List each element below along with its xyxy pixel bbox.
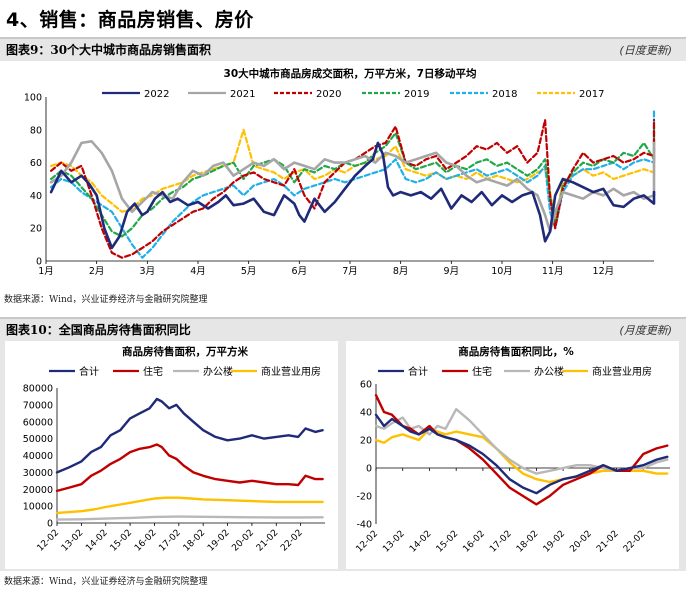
x-tick-label: 18-02 (182, 528, 208, 554)
fig9-title: 图表9：30个大中城市商品房销售面积 (6, 43, 212, 57)
x-tick-label: 2月 (89, 266, 105, 277)
fig10-update-frequency: (月度更新) (619, 324, 672, 337)
x-tick-label: 19-02 (206, 528, 232, 554)
x-tick-label: 15-02 (109, 528, 135, 554)
x-tick-label: 1月 (38, 266, 54, 277)
fig10-title: 图表10：全国商品房待售面积同比 (6, 323, 191, 337)
chart-title: 商品房待售面积同比，% (458, 345, 574, 358)
x-tick-label: 13-02 (381, 529, 407, 555)
x-tick-label: 9月 (444, 266, 460, 277)
legend-label-2022: 2022 (144, 89, 169, 100)
x-tick-label: 14-02 (408, 529, 434, 555)
series-line-办公楼 (374, 407, 669, 475)
legend-label-2020: 2020 (316, 89, 341, 100)
legend-label-2019: 2019 (404, 89, 429, 100)
fig9-source: 数据来源：Wind，兴业证券经济与金融研究院整理 (4, 295, 208, 305)
x-tick-label: 16-02 (133, 528, 159, 554)
x-tick-label: 19-02 (542, 529, 568, 555)
x-tick-label: 21-02 (595, 529, 621, 555)
x-tick-label: 12-02 (36, 528, 62, 554)
y-tick-label: 50000 (23, 434, 53, 445)
series-line-商业营业用房 (374, 427, 669, 484)
y-tick-label: 80 (30, 125, 42, 136)
fig10-header: 图表10：全国商品房待售面积同比 (月度更新) (0, 317, 686, 341)
x-tick-label: 8月 (393, 266, 409, 277)
legend-label-办公楼: 办公楼 (534, 365, 564, 378)
y-tick-label: 70000 (23, 400, 53, 411)
x-tick-label: 4月 (190, 266, 206, 277)
legend-label-2018: 2018 (492, 89, 517, 100)
x-tick-label: 5月 (241, 266, 257, 277)
series-line-2022 (49, 141, 656, 250)
y-tick-label: 40000 (23, 451, 53, 462)
series-line-合计 (55, 397, 324, 474)
x-tick-label: 17-02 (157, 528, 183, 554)
x-tick-label: 7月 (342, 266, 358, 277)
legend-label-住宅: 住宅 (472, 365, 492, 378)
y-tick-label: 20000 (23, 485, 53, 496)
y-tick-label: 60 (360, 380, 372, 391)
series-line-住宅 (55, 443, 324, 493)
x-tick-label: 22-02 (622, 529, 648, 555)
chart-inventory-yoy: 商品房待售面积同比，% 合计 住宅 办公楼 商业营业用房 -40 -20 0 20 40 60 12-… (346, 341, 679, 569)
x-tick-label: 12-02 (355, 529, 381, 555)
legend-label-2017: 2017 (579, 89, 604, 100)
y-tick-label: -40 (356, 520, 372, 531)
x-tick-label: 12月 (593, 266, 615, 277)
fig9-update-frequency: (日度更新) (619, 44, 672, 57)
y-tick-label: 30000 (23, 468, 53, 479)
legend-label-商业营业用房: 商业营业用房 (261, 365, 321, 378)
x-tick-label: 10月 (491, 266, 513, 277)
section-title: 4、销售：商品房销售、房价 (6, 9, 254, 31)
x-tick-label: 14-02 (84, 528, 110, 554)
y-tick-label: 20 (360, 436, 372, 447)
y-tick-label: 60000 (23, 417, 53, 428)
legend-label-商业营业用房: 商业营业用房 (592, 365, 652, 378)
legend-label-合计: 合计 (79, 365, 99, 378)
y-tick-label: 100 (24, 93, 42, 104)
series-line-2020 (49, 118, 656, 259)
fig10-source: 数据来源：Wind，兴业证券经济与金融研究院整理 (4, 577, 208, 587)
series-line-商业营业用房 (55, 496, 324, 515)
legend-label-合计: 合计 (408, 365, 428, 378)
y-tick-label: 0 (47, 519, 53, 530)
y-tick-label: 60 (30, 158, 42, 169)
x-tick-label: 15-02 (435, 529, 461, 555)
x-tick-label: 17-02 (488, 529, 514, 555)
legend-label-办公楼: 办公楼 (203, 365, 233, 378)
x-tick-label: 22-02 (279, 528, 305, 554)
x-tick-label: 21-02 (255, 528, 281, 554)
x-tick-label: 18-02 (515, 529, 541, 555)
y-tick-label: 40 (30, 191, 42, 202)
x-tick-label: 3月 (140, 266, 156, 277)
legend-label-住宅: 住宅 (143, 365, 163, 378)
y-tick-label: 40 (360, 408, 372, 419)
fig9-header: 图表9：30个大中城市商品房销售面积 (日度更新) (0, 37, 686, 61)
legend-label-2021: 2021 (230, 89, 255, 100)
y-tick-label: 80000 (23, 384, 53, 395)
chart-title: 30大中城市商品房成交面积，万平方米，7日移动平均 (224, 67, 477, 80)
y-tick-label: 20 (30, 224, 42, 235)
chart-title: 商品房待售面积，万平方米 (122, 345, 248, 358)
y-tick-label: -20 (356, 492, 372, 503)
x-tick-label: 20-02 (230, 528, 256, 554)
y-tick-label: 0 (36, 257, 42, 268)
series-line-办公楼 (55, 515, 324, 521)
series-line-2017 (49, 128, 656, 223)
x-tick-label: 20-02 (568, 529, 594, 555)
x-tick-label: 6月 (292, 266, 308, 277)
series-line-合计 (374, 413, 669, 495)
x-tick-label: 11月 (542, 266, 564, 277)
y-tick-label: 10000 (23, 502, 53, 513)
x-tick-label: 16-02 (461, 529, 487, 555)
x-tick-label: 13-02 (60, 528, 86, 554)
y-tick-label: 0 (366, 464, 372, 475)
